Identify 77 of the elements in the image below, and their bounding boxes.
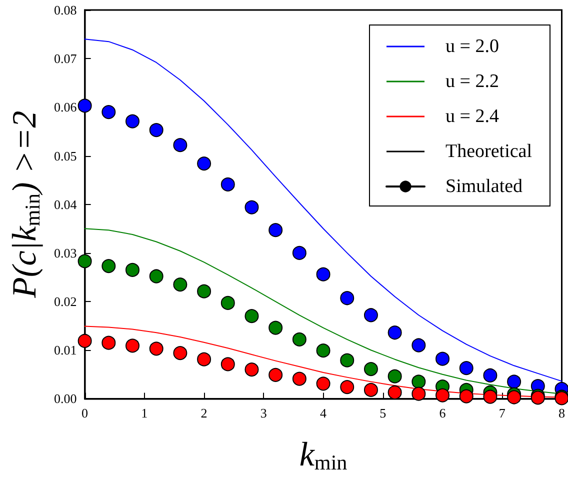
y-tick-label: 0.07 [54,51,78,66]
y-tick-label: 0.03 [54,245,77,260]
point [364,362,378,376]
point [340,353,354,368]
y-tick-label: 0.08 [54,2,77,18]
point [268,320,283,335]
x-tick-label: 3 [260,406,267,421]
point [388,369,402,384]
x-tick-label: 8 [558,406,565,421]
point [316,267,330,282]
legend-label: u = 2.2 [446,71,499,92]
point [173,138,188,152]
y-tick-label: 0.04 [54,196,78,212]
y-tick-label: 0.06 [54,100,78,115]
point [292,372,306,386]
point [78,334,92,348]
point [102,259,116,274]
point [316,376,330,391]
point [340,291,354,306]
point [292,332,306,346]
point [507,374,522,389]
point [412,338,426,352]
x-tick-label: 1 [141,406,148,421]
x-tick-label: 5 [380,406,386,421]
point [220,177,235,192]
y-tick-label: 0.05 [54,148,77,164]
point [364,382,378,397]
point [197,284,212,298]
legend-label: Simulated [446,176,524,197]
point [459,389,474,404]
point [388,385,402,400]
point [388,326,402,340]
x-tick-label: 7 [498,406,506,421]
point [197,352,212,366]
legend-label: Theoretical [446,141,532,162]
y-tick-label: 0.00 [54,391,77,406]
point [78,254,92,268]
y-tick-label: 0.02 [54,294,77,310]
point [483,368,498,382]
point [507,390,522,404]
point [292,246,306,260]
legend-label: u = 2.0 [446,36,499,57]
point [149,123,164,138]
point [220,357,235,372]
point [244,362,259,377]
point [436,352,450,366]
point [340,380,354,394]
point [268,223,283,238]
point [102,336,116,350]
point [244,309,259,324]
point [126,262,140,277]
x-tick-label: 4 [320,406,328,421]
point [126,114,140,128]
point [78,98,92,113]
point [102,105,116,120]
point [149,342,164,356]
point [173,346,188,360]
point [126,338,140,353]
point [220,296,235,310]
y-tick-label: 0.01 [54,342,77,358]
point [483,390,498,404]
point [316,344,330,358]
point [197,156,212,171]
point [244,200,259,214]
y-axis-title: P(c|kmin) >=2 [6,110,45,299]
point [436,388,450,402]
point [412,386,426,401]
point [149,269,164,284]
point [268,368,283,382]
point [173,278,188,292]
x-tick-label: 6 [439,406,446,421]
point [412,374,426,389]
x-tick-label: 0 [82,406,88,421]
legend-label: u = 2.4 [446,106,500,127]
point [364,308,378,322]
point [459,361,474,376]
x-tick-label: 2 [200,406,208,421]
